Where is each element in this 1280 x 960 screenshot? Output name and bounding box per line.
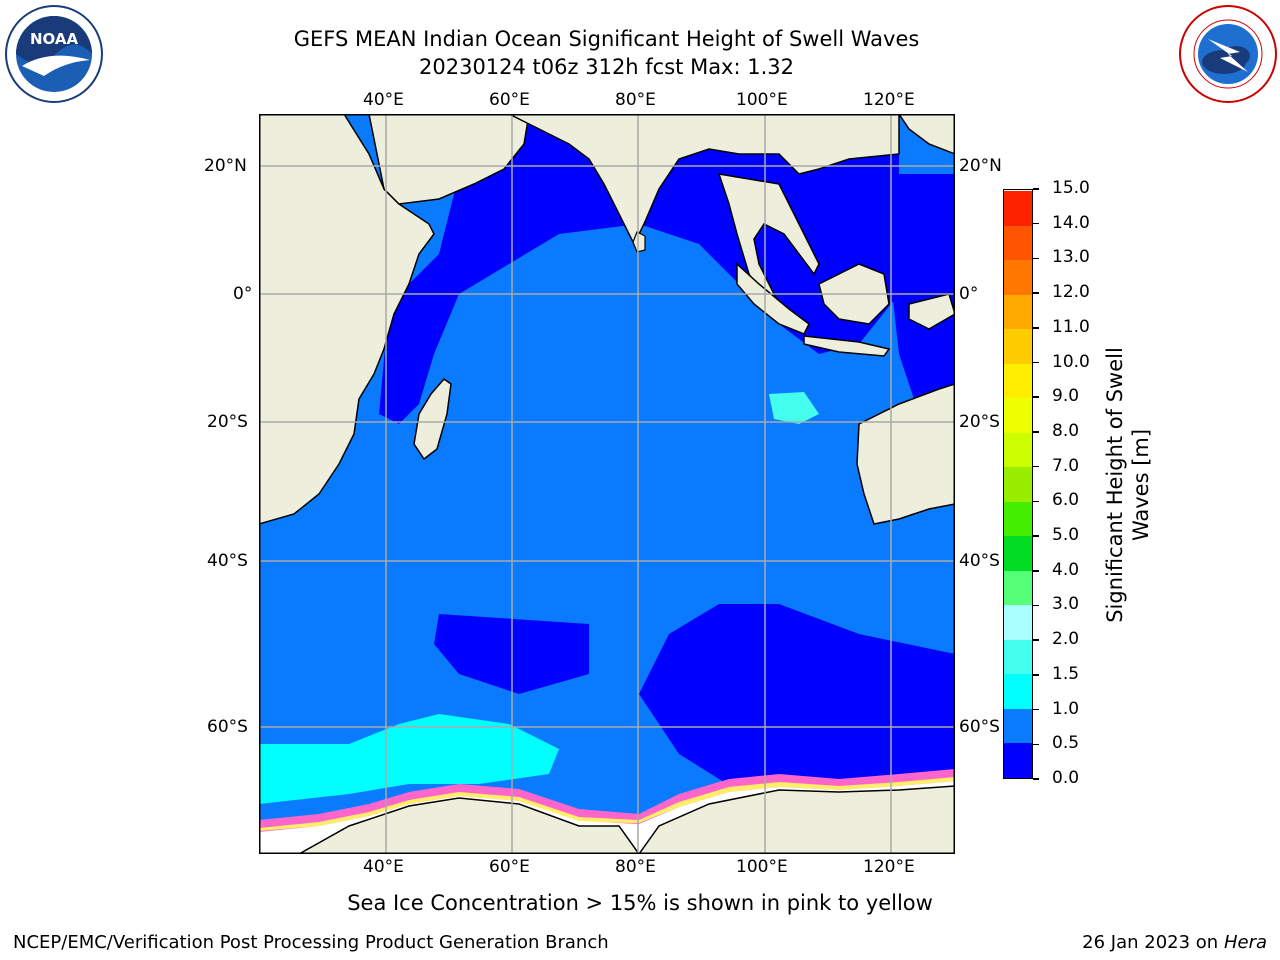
colorbar-tick-label: 14.0 — [1052, 212, 1090, 233]
colorbar-segment — [1004, 328, 1032, 364]
lon-label-bottom: 120°E — [863, 857, 915, 877]
sea-ice-caption: Sea Ice Concentration > 15% is shown in … — [347, 891, 933, 915]
lat-label-right: 0° — [959, 284, 979, 304]
lon-label-top: 100°E — [736, 90, 788, 110]
colorbar-tick — [1033, 292, 1039, 294]
colorbar-tick-label: 15.0 — [1052, 178, 1090, 198]
colorbar-segment — [1004, 570, 1032, 606]
colorbar-tick — [1033, 778, 1039, 780]
low-swell-south — [639, 604, 955, 814]
lat-label-right: 40°S — [959, 551, 1000, 571]
lat-label-right: 20°N — [959, 156, 1002, 176]
colorbar-tick — [1033, 743, 1039, 746]
lon-label-bottom: 80°E — [615, 857, 656, 877]
graticule — [259, 114, 955, 854]
colorbar-tick — [1033, 396, 1039, 398]
colorbar-tick-label: 3.0 — [1052, 594, 1080, 615]
colorbar-tick-label: 12.0 — [1052, 282, 1090, 303]
colorbar-tick — [1033, 431, 1039, 433]
colorbar-tick-label: 0.0 — [1052, 768, 1080, 788]
indian-ocean-map — [259, 114, 955, 854]
colorbar-label-line2: Waves [m] — [1129, 428, 1153, 542]
colorbar — [1003, 189, 1033, 779]
colorbar-tick-label: 1.0 — [1052, 698, 1080, 719]
colorbar-tick — [1033, 535, 1039, 537]
lon-label-top: 60°E — [489, 90, 530, 110]
colorbar-tick — [1033, 361, 1039, 364]
moderate-swell-zone — [259, 714, 559, 804]
colorbar-segment — [1004, 639, 1032, 675]
colorbar-tick — [1033, 188, 1039, 190]
colorbar-tick — [1033, 327, 1039, 329]
nws-logo-icon — [1179, 5, 1277, 103]
colorbar-tick-label: 0.5 — [1052, 733, 1080, 754]
colorbar-label-line1: Significant Height of Swell — [1103, 347, 1127, 623]
map-subtitle: 20230124 t06z 312h fcst Max: 1.32 — [419, 55, 794, 79]
colorbar-segment — [1004, 363, 1032, 399]
colorbar-tick-label: 8.0 — [1052, 420, 1080, 441]
colorbar-segment — [1004, 432, 1032, 468]
colorbar-segment — [1004, 535, 1032, 571]
colorbar-tick-label: 1.5 — [1052, 663, 1080, 684]
colorbar-segment — [1004, 397, 1032, 433]
lat-label-left: 60°S — [207, 717, 248, 737]
colorbar-tick — [1033, 222, 1039, 225]
colorbar-tick — [1033, 257, 1039, 260]
colorbar-tick — [1033, 674, 1039, 676]
asia-landmass — [508, 114, 900, 246]
colorbar-tick-label: 10.0 — [1052, 351, 1090, 372]
colorbar-segment — [1004, 673, 1032, 709]
colorbar-tick — [1033, 639, 1039, 641]
lat-label-right: 20°S — [959, 412, 1000, 432]
lat-label-left: 40°S — [207, 551, 248, 571]
colorbar-tick — [1033, 570, 1039, 572]
lon-label-top: 40°E — [363, 90, 404, 110]
footer-host: Hera — [1223, 932, 1267, 953]
colorbar-segment — [1004, 190, 1032, 226]
colorbar-tick-label: 11.0 — [1052, 316, 1090, 337]
lon-label-bottom: 60°E — [489, 857, 530, 877]
colorbar-tick-label: 6.0 — [1052, 490, 1080, 511]
noaa-logo-icon: NOAA — [5, 5, 103, 103]
colorbar-segment — [1004, 259, 1032, 295]
colorbar-tick-label: 5.0 — [1052, 525, 1080, 546]
antarctica-landmass — [297, 797, 640, 854]
colorbar-segment — [1004, 466, 1032, 502]
colorbar-segment — [1004, 604, 1032, 640]
map-frame — [259, 114, 955, 854]
colorbar-tick — [1033, 604, 1039, 607]
colorbar-segment — [1004, 501, 1032, 537]
madagascar-landmass — [413, 377, 452, 461]
colorbar-tick — [1033, 708, 1039, 711]
colorbar-segment — [1004, 742, 1032, 778]
lon-label-bottom: 100°E — [736, 857, 788, 877]
lon-label-top: 80°E — [615, 90, 656, 110]
colorbar-tick-label: 7.0 — [1052, 455, 1080, 476]
footer-date-text: 26 Jan 2023 on — [1082, 932, 1224, 953]
footer-credit: NCEP/EMC/Verification Post Processing Pr… — [13, 932, 609, 953]
colorbar-tick — [1033, 465, 1039, 468]
colorbar-tick-label: 2.0 — [1052, 629, 1080, 650]
colorbar-segment — [1004, 708, 1032, 744]
colorbar-tick-label: 4.0 — [1052, 559, 1080, 580]
colorbar-tick-label: 9.0 — [1052, 386, 1080, 407]
footer-date: 26 Jan 2023 on Hera — [1082, 932, 1267, 953]
lon-label-top: 120°E — [863, 90, 915, 110]
lat-label-left: 0° — [233, 284, 253, 304]
colorbar-tick — [1033, 500, 1039, 503]
noaa-logo-text: NOAA — [30, 30, 79, 48]
australia-landmass — [856, 383, 955, 525]
lat-label-right: 60°S — [959, 717, 1000, 737]
lat-label-left: 20°S — [207, 412, 248, 432]
map-title: GEFS MEAN Indian Ocean Significant Heigh… — [293, 27, 920, 51]
lat-label-left: 20°N — [204, 156, 247, 176]
colorbar-segment — [1004, 294, 1032, 330]
lon-label-bottom: 40°E — [363, 857, 404, 877]
colorbar-tick-label: 13.0 — [1052, 247, 1090, 268]
indochina-landmass — [717, 173, 820, 306]
colorbar-segment — [1004, 225, 1032, 261]
colorbar-label: Significant Height of Swell Waves [m] — [1102, 347, 1154, 623]
